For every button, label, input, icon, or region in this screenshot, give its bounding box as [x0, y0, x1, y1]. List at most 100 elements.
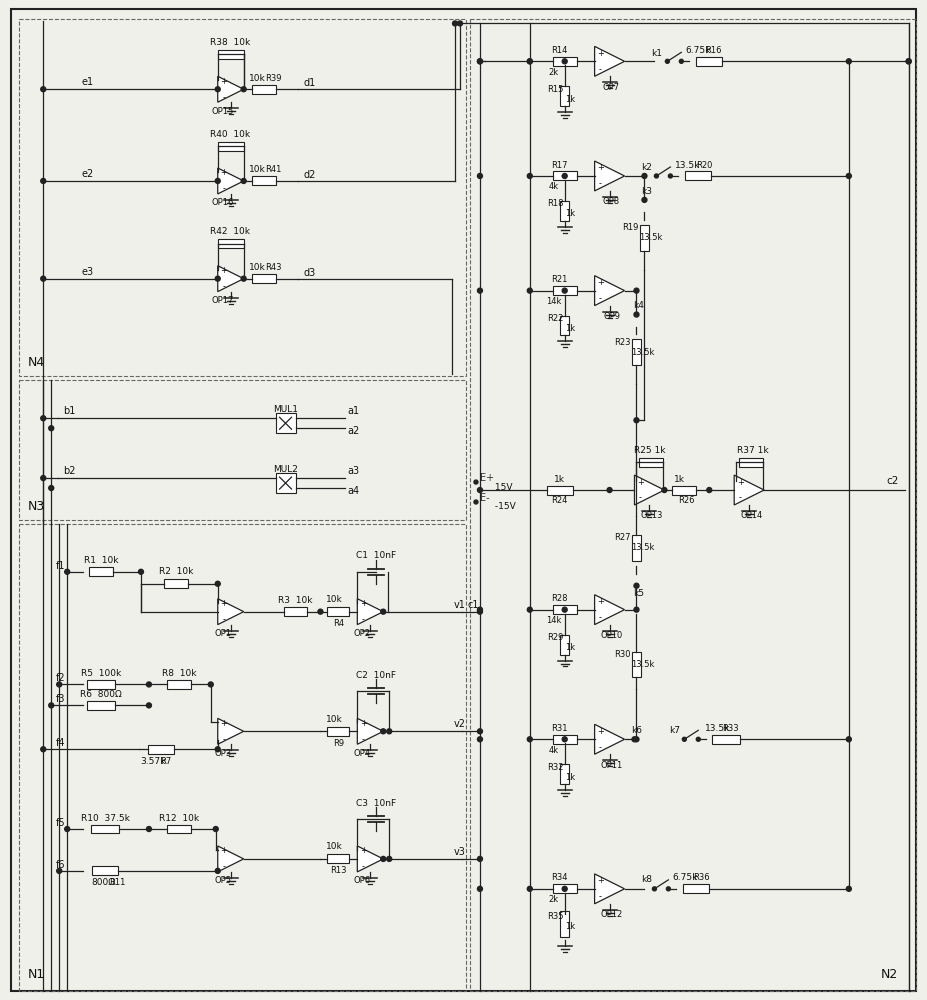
Text: R32: R32: [548, 763, 564, 772]
Bar: [683, 884, 709, 893]
Text: 14k: 14k: [546, 297, 562, 306]
Text: N4: N4: [27, 356, 44, 369]
Text: R21: R21: [552, 275, 568, 284]
Text: R6  800Ω: R6 800Ω: [81, 690, 122, 699]
Circle shape: [706, 488, 712, 493]
Polygon shape: [734, 475, 764, 505]
Text: a3: a3: [348, 466, 360, 476]
Circle shape: [662, 488, 667, 493]
Bar: [251, 274, 275, 283]
Text: d3: d3: [303, 268, 316, 278]
Text: -: -: [599, 892, 603, 901]
Text: f1: f1: [57, 561, 66, 571]
Text: E+: E+: [480, 473, 494, 483]
Circle shape: [381, 856, 386, 861]
Circle shape: [41, 178, 45, 183]
Text: N3: N3: [27, 500, 44, 513]
Text: OP17: OP17: [211, 296, 234, 305]
Circle shape: [41, 87, 45, 92]
Circle shape: [562, 288, 567, 293]
Text: -: -: [222, 282, 225, 291]
Bar: [632, 339, 641, 365]
Text: +: +: [360, 846, 367, 855]
Text: a4: a4: [348, 486, 360, 496]
Circle shape: [215, 178, 221, 183]
Bar: [251, 85, 275, 94]
Text: e3: e3: [82, 267, 94, 277]
Text: 10k: 10k: [326, 715, 343, 724]
Polygon shape: [218, 718, 244, 744]
Circle shape: [653, 887, 656, 891]
Circle shape: [527, 288, 532, 293]
Text: R14: R14: [552, 46, 568, 55]
Text: 13.5k: 13.5k: [630, 660, 654, 669]
Circle shape: [477, 856, 482, 861]
Circle shape: [477, 173, 482, 178]
Text: +: +: [221, 719, 227, 728]
Bar: [560, 86, 569, 106]
Text: N2: N2: [881, 968, 898, 981]
Bar: [560, 201, 569, 221]
Text: R23: R23: [615, 338, 630, 347]
Text: -: -: [362, 862, 365, 871]
Text: OP11: OP11: [601, 761, 623, 770]
Bar: [167, 825, 191, 833]
Circle shape: [907, 59, 911, 64]
Text: R39: R39: [265, 74, 282, 83]
Text: -: -: [362, 735, 365, 744]
Text: 13.5k: 13.5k: [639, 233, 662, 242]
Bar: [560, 635, 569, 655]
Text: R13: R13: [330, 866, 347, 875]
Polygon shape: [357, 599, 383, 625]
Text: -: -: [599, 613, 603, 622]
Polygon shape: [357, 718, 383, 744]
Text: 2k: 2k: [549, 895, 559, 904]
Text: +: +: [221, 846, 227, 855]
Text: R11: R11: [108, 878, 125, 887]
Text: f2: f2: [57, 673, 66, 683]
Text: 4k: 4k: [549, 746, 559, 755]
Circle shape: [562, 59, 567, 64]
Circle shape: [387, 729, 392, 734]
Circle shape: [634, 418, 639, 423]
Text: k6: k6: [631, 726, 642, 735]
Text: R26: R26: [678, 496, 694, 505]
Text: C3  10nF: C3 10nF: [356, 799, 397, 808]
Bar: [218, 50, 244, 59]
Polygon shape: [594, 46, 625, 76]
Text: +: +: [597, 278, 604, 287]
Circle shape: [57, 868, 62, 873]
Text: R35: R35: [548, 912, 564, 921]
Bar: [19, 19, 466, 376]
Circle shape: [458, 21, 463, 26]
Polygon shape: [594, 724, 625, 754]
Circle shape: [146, 703, 151, 708]
Text: -: -: [599, 65, 603, 74]
Text: +: +: [597, 597, 604, 606]
Text: R17: R17: [552, 161, 568, 170]
Text: 3.57k: 3.57k: [140, 757, 166, 766]
Text: f4: f4: [57, 738, 66, 748]
Text: e2: e2: [82, 169, 94, 179]
Text: k2: k2: [641, 163, 652, 172]
Text: 1k: 1k: [565, 922, 575, 931]
Circle shape: [474, 500, 478, 504]
Circle shape: [49, 703, 54, 708]
Bar: [275, 413, 296, 433]
Text: 4k: 4k: [549, 182, 559, 191]
Circle shape: [41, 476, 45, 481]
Text: OP8: OP8: [603, 197, 620, 206]
Circle shape: [146, 827, 151, 832]
Text: b2: b2: [63, 466, 76, 476]
Circle shape: [474, 480, 478, 484]
Circle shape: [215, 581, 221, 586]
Text: R18: R18: [548, 199, 564, 208]
Polygon shape: [594, 595, 625, 625]
Text: a1: a1: [348, 406, 360, 416]
Text: k7: k7: [669, 726, 679, 735]
Text: 1k: 1k: [565, 643, 575, 652]
Text: 1k: 1k: [565, 95, 575, 104]
Bar: [470, 19, 916, 991]
Text: R27: R27: [615, 533, 630, 542]
Text: +: +: [737, 478, 743, 487]
